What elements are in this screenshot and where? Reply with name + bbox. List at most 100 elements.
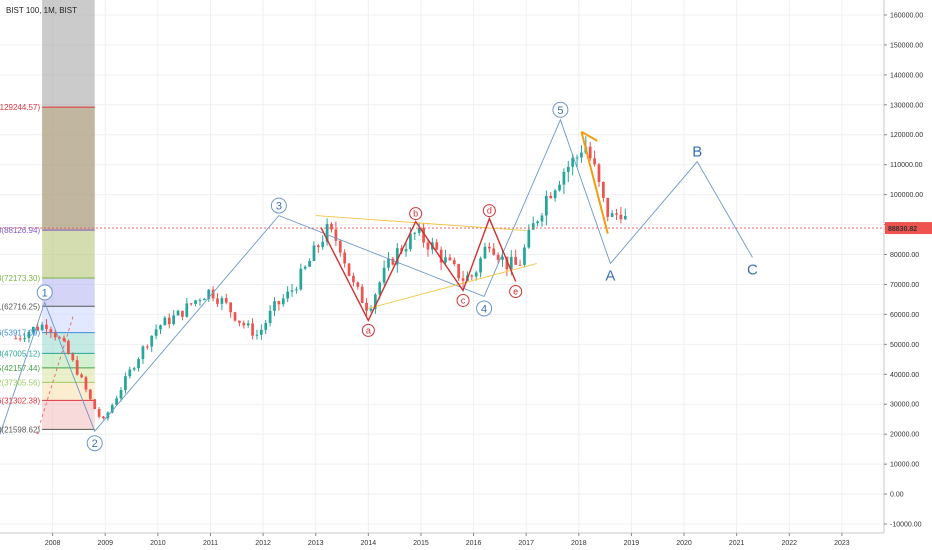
candle-body <box>334 229 338 241</box>
candle-body <box>102 416 105 419</box>
candle-body <box>571 157 575 167</box>
candle-body <box>27 331 31 339</box>
candle-body <box>343 252 347 264</box>
candle-body <box>93 399 97 410</box>
candle-body <box>97 409 101 417</box>
candle-body <box>181 310 184 317</box>
candle-body <box>308 260 311 267</box>
candle-body <box>53 332 57 338</box>
candle-body <box>566 166 570 172</box>
candle-body <box>606 197 610 217</box>
candle-body <box>470 275 474 277</box>
candle-body <box>88 389 92 400</box>
candle-body <box>545 195 548 216</box>
candle-body <box>80 374 83 378</box>
candle-body <box>527 229 531 248</box>
candle-body <box>615 213 618 215</box>
candle-body <box>623 216 627 220</box>
candle-body <box>540 215 544 222</box>
candle-body <box>479 258 482 273</box>
candle-body <box>369 308 373 311</box>
candle-body <box>277 301 281 305</box>
candle-body <box>220 298 224 304</box>
wave-label: 3 <box>276 201 282 213</box>
chart-title: BIST 100, 1M, BIST <box>6 6 77 15</box>
candle-body <box>426 242 430 250</box>
minor-wave-label-circle <box>482 204 496 218</box>
candle-body <box>251 323 254 336</box>
candle-body <box>194 300 197 305</box>
candle-body <box>229 302 233 313</box>
candle-body <box>167 317 171 325</box>
wave-label: 5 <box>557 105 563 117</box>
candle-body <box>36 326 40 331</box>
candle-body <box>321 241 325 248</box>
candle-body <box>439 249 443 263</box>
minor-wave-label-circle <box>509 284 523 298</box>
elliott-wave-path <box>0 118 753 435</box>
candle-body <box>474 272 478 277</box>
y-tick-label: 120000.00 <box>890 132 923 139</box>
candle-body <box>71 353 75 361</box>
candle-body <box>496 254 500 260</box>
fib-level-label: 1.23(72173.30) <box>0 274 40 283</box>
fib-level-label: 1(62716.25) <box>0 302 40 311</box>
candle-body <box>255 334 259 336</box>
candle-body <box>509 256 513 270</box>
candle-body <box>562 171 566 185</box>
candle-body <box>268 310 272 323</box>
projection-arrow-head <box>580 130 598 142</box>
candle-body <box>172 315 176 325</box>
y-tick-label: 0.00 <box>890 492 904 499</box>
wave-label: 1 <box>42 287 48 299</box>
x-tick-label: 2020 <box>676 540 692 547</box>
x-tick-label: 2019 <box>624 540 640 547</box>
candle-body <box>259 329 263 335</box>
candle-body <box>417 227 421 233</box>
fib-band <box>42 230 95 278</box>
x-tick-label: 2018 <box>571 540 587 547</box>
candle-body <box>273 301 276 311</box>
candle-body <box>422 227 425 243</box>
grid-layer <box>0 0 884 533</box>
wave-label-circle <box>476 300 493 317</box>
fib-level-label: 1.618(88126.94) <box>0 226 40 235</box>
fib-band <box>42 400 95 430</box>
candle-body <box>514 256 518 265</box>
minor-wave-label: a <box>366 325 371 335</box>
candle-body <box>387 258 390 268</box>
wave-label: 2 <box>92 438 98 450</box>
current-price-tag <box>885 222 932 235</box>
y-tick-label: 140000.00 <box>890 72 923 79</box>
fib-band-layer <box>42 0 95 430</box>
fib-band <box>42 382 95 401</box>
wave-label: 4 <box>481 303 487 315</box>
candle-body <box>531 223 535 230</box>
candle-body <box>487 246 491 249</box>
candle-body <box>365 302 368 311</box>
wave-label: C <box>747 262 758 279</box>
candle-body <box>553 190 557 199</box>
dashed-guide-line <box>36 314 75 435</box>
candle-body <box>558 184 561 191</box>
candle-body <box>58 337 61 339</box>
candle-body <box>413 232 417 234</box>
candle-body <box>137 359 140 369</box>
candle-body <box>128 369 132 377</box>
candle-body <box>435 242 439 250</box>
fib-level-label: 2.618(129244.57) <box>0 103 40 112</box>
triangle-upper-line <box>315 215 527 232</box>
candle-body <box>299 268 303 290</box>
abcde-zigzag-path <box>320 216 517 322</box>
x-tick-label: 2021 <box>729 540 745 547</box>
fib-level-label: 0.5(42157.44) <box>0 364 40 373</box>
candle-body <box>75 360 79 375</box>
candle-body <box>216 298 219 304</box>
candle-body <box>211 289 215 299</box>
y-tick-label: 50000.00 <box>890 342 919 349</box>
candle-body <box>45 324 48 330</box>
y-tick-label: 130000.00 <box>890 102 923 109</box>
